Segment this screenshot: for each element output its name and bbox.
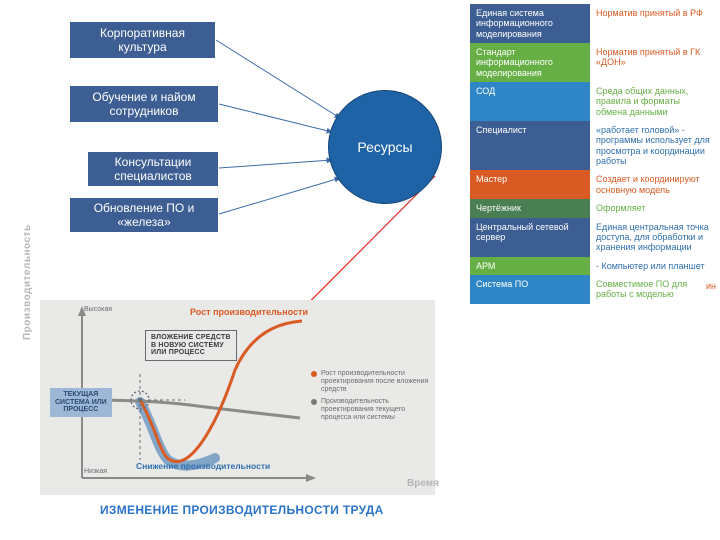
table-row: МастерСоздает и координируют основную мо…	[470, 170, 716, 199]
legend-dot-icon	[311, 399, 317, 405]
diagram-stage: Корпоративная культура Обучение и найом с…	[0, 0, 720, 540]
legend-text: Рост производительности проектирования п…	[321, 370, 429, 394]
chart-y-axis-label: Производительность	[22, 224, 33, 340]
legend-item: Рост производительности проектирования п…	[311, 370, 429, 394]
chart-current-box: ТЕКУЩАЯСИСТЕМА ИЛИПРОЦЕСС	[50, 388, 112, 417]
table-header-cell: Единая система информационного моделиров…	[470, 4, 590, 43]
table-value-cell: Среда общих данных, правила и форматы об…	[590, 82, 716, 121]
table-row: Специалист«работает головой» - программы…	[470, 121, 716, 170]
table-header-cell: Чертёжник	[470, 199, 590, 217]
resources-circle: Ресурсы	[328, 90, 442, 204]
table-value-cell: Оформляет	[590, 199, 716, 217]
table-value-cell: Норматив принятый в РФ	[590, 4, 716, 43]
table-value-cell: - Компьютер или планшет	[590, 257, 716, 275]
left-box-3: Обновление ПО и «железа»	[70, 198, 218, 232]
chart-growth-title: Рост производительности	[190, 308, 308, 318]
chart-label-low: Низкая	[84, 468, 107, 476]
chart-x-axis-label: Время	[407, 478, 439, 489]
table-row: Система ПОСовместимое ПО для работы с мо…	[470, 275, 716, 304]
left-box-0: Корпоративная культура	[70, 22, 215, 58]
table-value-cell: Создает и координируют основную модель	[590, 170, 716, 199]
table-header-cell: Центральный сетевой сервер	[470, 218, 590, 257]
table-row: АРМ- Компьютер или планшет	[470, 257, 716, 275]
chart-decline-title: Снижение производительности	[136, 462, 270, 471]
left-box-2: Консультации специалистов	[88, 152, 218, 186]
table-row: Стандарт информационного моделированияНо…	[470, 43, 716, 82]
table-header-cell: Мастер	[470, 170, 590, 199]
resources-table: Единая система информационного моделиров…	[470, 4, 716, 304]
table-header-cell: Стандарт информационного моделирования	[470, 43, 590, 82]
table-header-cell: Система ПО	[470, 275, 590, 304]
table-header-cell: СОД	[470, 82, 590, 121]
legend-item: Производительность проектирования текуще…	[311, 398, 429, 422]
table-row: Центральный сетевой серверЕдиная централ…	[470, 218, 716, 257]
left-box-1: Обучение и найом сотрудников	[70, 86, 218, 122]
table-value-cell: Единая центральная точка доступа, для об…	[590, 218, 716, 257]
chart-legend: Рост производительности проектирования п…	[311, 370, 429, 426]
table-row: СОДСреда общих данных, правила и форматы…	[470, 82, 716, 121]
stray-text: ин	[706, 281, 716, 291]
resources-label: Ресурсы	[357, 139, 412, 155]
table-header-cell: Специалист	[470, 121, 590, 170]
table-row: Единая система информационного моделиров…	[470, 4, 716, 43]
legend-dot-icon	[311, 371, 317, 377]
table-value-cell: Совместимое ПО для работы с моделью	[590, 275, 716, 304]
table-value-cell: Норматив принятый в ГК «ДОН»	[590, 43, 716, 82]
chart-caption: ИЗМЕНЕНИЕ ПРОИЗВОДИТЕЛЬНОСТИ ТРУДА	[100, 503, 384, 517]
legend-text: Производительность проектирования текуще…	[321, 398, 429, 422]
table-value-cell: «работает головой» - программы используе…	[590, 121, 716, 170]
table-row: ЧертёжникОформляет	[470, 199, 716, 217]
chart-label-high: Высокая	[84, 306, 112, 314]
chart-invest-box: ВЛОЖЕНИЕ СРЕДСТВВ НОВУЮ СИСТЕМУИЛИ ПРОЦЕ…	[145, 330, 237, 361]
table-header-cell: АРМ	[470, 257, 590, 275]
productivity-chart: Производительность Высокая Низкая Рост п…	[40, 300, 435, 495]
